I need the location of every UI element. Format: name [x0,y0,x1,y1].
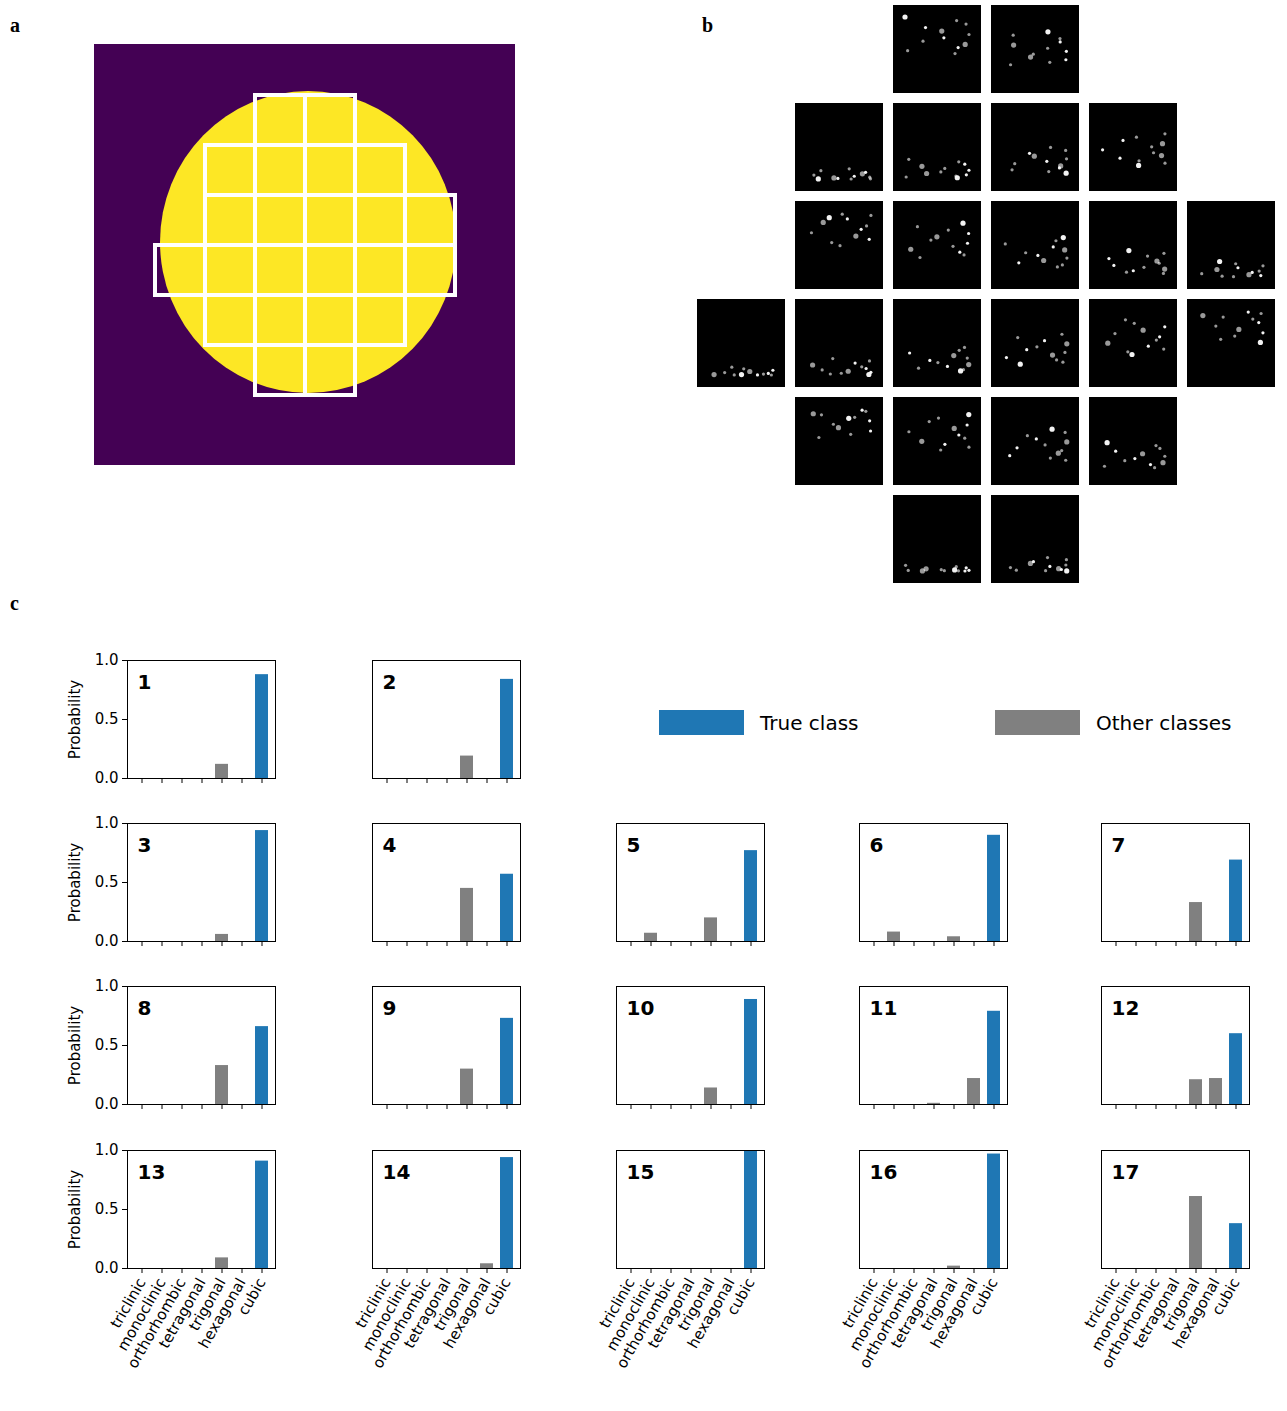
svg-text:14: 14 [383,1160,411,1184]
svg-text:hexagonal: hexagonal [195,1274,250,1352]
svg-text:trigonal: trigonal [674,1274,719,1334]
svg-text:hexagonal: hexagonal [927,1274,982,1352]
svg-text:1: 1 [138,670,152,694]
svg-text:1.0: 1.0 [95,1141,119,1159]
svg-text:7: 7 [1112,833,1126,857]
svg-text:cubic: cubic [234,1275,269,1318]
svg-text:6: 6 [870,833,884,857]
svg-text:16: 16 [870,1160,898,1184]
svg-text:monoclinic: monoclinic [358,1274,415,1354]
html-text:c: c [10,592,19,614]
svg-text:triclinic: triclinic [106,1274,150,1332]
svg-text:12: 12 [1112,996,1140,1020]
svg-text:8: 8 [138,996,152,1020]
svg-text:hexagonal: hexagonal [440,1274,495,1352]
svg-text:Probability: Probability [66,1170,84,1249]
svg-text:tetragonal: tetragonal [644,1274,699,1352]
html-text:Other classes: Other classes [1096,710,1232,735]
svg-text:0.5: 0.5 [95,1200,119,1218]
svg-text:Probability: Probability [66,680,84,759]
svg-text:9: 9 [383,996,397,1020]
svg-text:11: 11 [870,996,898,1020]
html-text:True class: True class [760,710,859,735]
svg-text:0.0: 0.0 [95,1259,119,1277]
svg-text:4: 4 [383,833,397,857]
svg-text:triclinic: triclinic [351,1274,395,1332]
svg-text:orthorhombic: orthorhombic [855,1274,922,1372]
svg-text:orthorhombic: orthorhombic [123,1274,190,1372]
svg-text:13: 13 [138,1160,166,1184]
svg-text:tetragonal: tetragonal [155,1274,210,1352]
svg-text:1.0: 1.0 [95,651,119,669]
svg-text:3: 3 [138,833,152,857]
svg-text:Probability: Probability [66,843,84,922]
svg-text:Probability: Probability [66,1006,84,1085]
svg-text:trigonal: trigonal [917,1274,962,1334]
svg-text:orthorhombic: orthorhombic [612,1274,679,1372]
html-text:b: b [702,14,714,36]
svg-text:hexagonal: hexagonal [1169,1274,1224,1352]
svg-text:orthorhombic: orthorhombic [368,1274,435,1372]
svg-text:tetragonal: tetragonal [400,1274,455,1352]
svg-text:monoclinic: monoclinic [1087,1274,1144,1354]
svg-text:monoclinic: monoclinic [602,1274,659,1354]
svg-text:triclinic: triclinic [1080,1274,1124,1332]
svg-text:orthorhombic: orthorhombic [1097,1274,1164,1372]
svg-text:1.0: 1.0 [95,814,119,832]
svg-text:0.0: 0.0 [95,769,119,787]
svg-text:2: 2 [383,670,397,694]
svg-text:triclinic: triclinic [838,1274,882,1332]
svg-text:trigonal: trigonal [1159,1274,1204,1334]
svg-text:cubic: cubic [966,1275,1001,1318]
svg-text:tetragonal: tetragonal [1129,1274,1184,1352]
svg-text:cubic: cubic [479,1275,514,1318]
svg-text:0.5: 0.5 [95,710,119,728]
svg-text:tetragonal: tetragonal [887,1274,942,1352]
svg-text:trigonal: trigonal [430,1274,475,1334]
svg-text:trigonal: trigonal [185,1274,230,1334]
svg-text:1.0: 1.0 [95,977,119,995]
svg-text:17: 17 [1112,1160,1140,1184]
svg-text:15: 15 [627,1160,655,1184]
svg-text:0.0: 0.0 [95,932,119,950]
html-text:a: a [10,14,20,36]
svg-text:hexagonal: hexagonal [684,1274,739,1352]
svg-text:10: 10 [627,996,655,1020]
svg-text:5: 5 [627,833,641,857]
svg-text:0.0: 0.0 [95,1095,119,1113]
svg-text:monoclinic: monoclinic [113,1274,170,1354]
svg-text:cubic: cubic [723,1275,758,1318]
svg-text:triclinic: triclinic [595,1274,639,1332]
svg-text:monoclinic: monoclinic [845,1274,902,1354]
svg-text:0.5: 0.5 [95,1036,119,1054]
svg-text:cubic: cubic [1208,1275,1243,1318]
svg-text:0.5: 0.5 [95,873,119,891]
